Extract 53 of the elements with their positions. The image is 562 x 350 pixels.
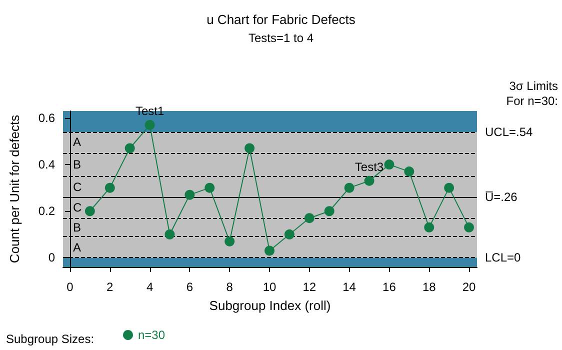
x-tick-label: 20 bbox=[462, 280, 476, 294]
point bbox=[384, 160, 394, 170]
ref-line-label: U̅=.26 bbox=[485, 190, 518, 204]
text: For n=30: bbox=[506, 94, 558, 108]
band-label: C bbox=[73, 200, 82, 214]
point bbox=[424, 222, 434, 232]
x-tick-label: 18 bbox=[422, 280, 436, 294]
legend-label: n=30 bbox=[138, 328, 166, 342]
band-label: A bbox=[73, 240, 82, 255]
point bbox=[104, 182, 115, 193]
x-tick-label: 0 bbox=[66, 280, 74, 294]
point bbox=[344, 182, 354, 193]
x-tick-label: 4 bbox=[146, 280, 154, 294]
point bbox=[124, 143, 135, 154]
point bbox=[184, 190, 195, 200]
point bbox=[144, 120, 155, 130]
point bbox=[404, 166, 414, 177]
y-axis-title: Count per Unit for defects bbox=[7, 114, 22, 264]
annotation: Test3 bbox=[354, 160, 384, 174]
x-tick-label: 10 bbox=[262, 280, 276, 294]
x-tick-label: 12 bbox=[302, 280, 316, 294]
x-tick-label: 6 bbox=[186, 280, 194, 294]
band-label: C bbox=[73, 180, 82, 194]
band-label: B bbox=[73, 220, 82, 234]
point bbox=[464, 222, 474, 232]
point bbox=[304, 213, 314, 224]
point bbox=[444, 182, 454, 193]
y-tick-label: 0 bbox=[48, 250, 56, 265]
ref-line-label: LCL=0 bbox=[485, 250, 522, 265]
text: 3σ Limits bbox=[509, 79, 558, 93]
point bbox=[284, 229, 294, 240]
point bbox=[324, 206, 334, 216]
x-tick-label: 16 bbox=[382, 280, 396, 294]
point bbox=[84, 206, 95, 216]
y-tick-label: 0.4 bbox=[38, 158, 56, 172]
y-tick-label: 0.6 bbox=[38, 110, 56, 125]
point bbox=[244, 143, 255, 154]
point bbox=[204, 182, 215, 193]
band-label: B bbox=[73, 158, 82, 172]
point bbox=[224, 236, 235, 246]
x-axis-title: Subgroup Index (roll) bbox=[209, 298, 331, 313]
x-tick-label: 8 bbox=[226, 280, 234, 294]
chart-subtitle: Tests=1 to 4 bbox=[248, 31, 314, 45]
legend-title: Subgroup Sizes: bbox=[6, 332, 94, 346]
point bbox=[264, 246, 274, 256]
point bbox=[164, 229, 175, 240]
y-tick-label: 0.2 bbox=[38, 204, 56, 218]
x-tick-label: 2 bbox=[106, 280, 114, 294]
band-label: A bbox=[73, 135, 82, 150]
x-tick-label: 14 bbox=[342, 280, 356, 294]
ref-line-label: UCL=.54 bbox=[485, 124, 534, 139]
chart-title: u Chart for Fabric Defects bbox=[206, 12, 356, 27]
point bbox=[364, 176, 374, 186]
